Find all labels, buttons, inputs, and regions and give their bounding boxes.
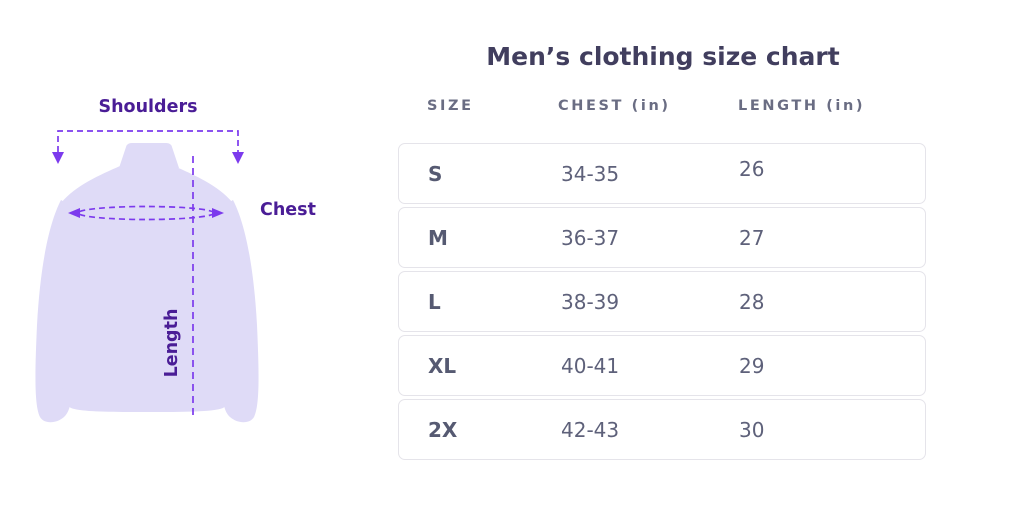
chest-cell: 40-41 <box>561 353 620 378</box>
chest-label: Chest <box>260 200 316 220</box>
chest-cell: 38-39 <box>561 289 620 314</box>
length-cell: 27 <box>739 225 765 250</box>
length-cell: 30 <box>739 417 765 442</box>
table-body: S 34-35 26 M 36-37 27 L 38-39 28 XL 40-4… <box>398 143 928 463</box>
page-title: Men’s clothing size chart <box>486 42 840 71</box>
column-header-length: LENGTH (in) <box>738 98 866 114</box>
shirt-collar <box>119 143 179 168</box>
table-row: M 36-37 27 <box>398 207 926 268</box>
shirt-illustration-svg <box>35 130 259 423</box>
chest-cell: 36-37 <box>561 225 620 250</box>
chest-left-arrow-icon <box>68 208 80 218</box>
length-cell: 29 <box>739 353 765 378</box>
chest-right-arrow-icon <box>212 208 224 218</box>
shoulders-label: Shoulders <box>98 97 198 117</box>
shoulders-right-arrow-icon <box>232 152 244 164</box>
shirt-measurement-illustration: Shoulders Chest Length <box>20 90 340 490</box>
chest-cell: 42-43 <box>561 417 620 442</box>
column-header-chest: CHEST (in) <box>558 98 671 114</box>
column-header-size: SIZE <box>427 98 474 114</box>
table-row: 2X 42-43 30 <box>398 399 926 460</box>
table-row: XL 40-41 29 <box>398 335 926 396</box>
size-cell: XL <box>428 353 457 378</box>
shoulders-dimension-line <box>57 130 239 152</box>
size-cell: L <box>428 289 441 314</box>
measurement-arrowheads <box>52 152 244 218</box>
length-label: Length <box>162 308 182 378</box>
table-header-row: SIZE CHEST (in) LENGTH (in) <box>398 98 928 120</box>
size-cell: M <box>428 225 448 250</box>
length-cell: 26 <box>739 156 765 181</box>
shoulders-left-arrow-icon <box>52 152 64 164</box>
table-row: S 34-35 26 <box>398 143 926 204</box>
table-row: L 38-39 28 <box>398 271 926 332</box>
shirt-silhouette <box>35 143 259 423</box>
length-cell: 28 <box>739 289 765 314</box>
chest-cell: 34-35 <box>561 161 620 186</box>
size-cell: S <box>428 161 443 186</box>
size-cell: 2X <box>428 417 458 442</box>
shirt-body <box>55 166 239 412</box>
size-chart-panel: Men’s clothing size chart SIZE CHEST (in… <box>398 0 928 514</box>
